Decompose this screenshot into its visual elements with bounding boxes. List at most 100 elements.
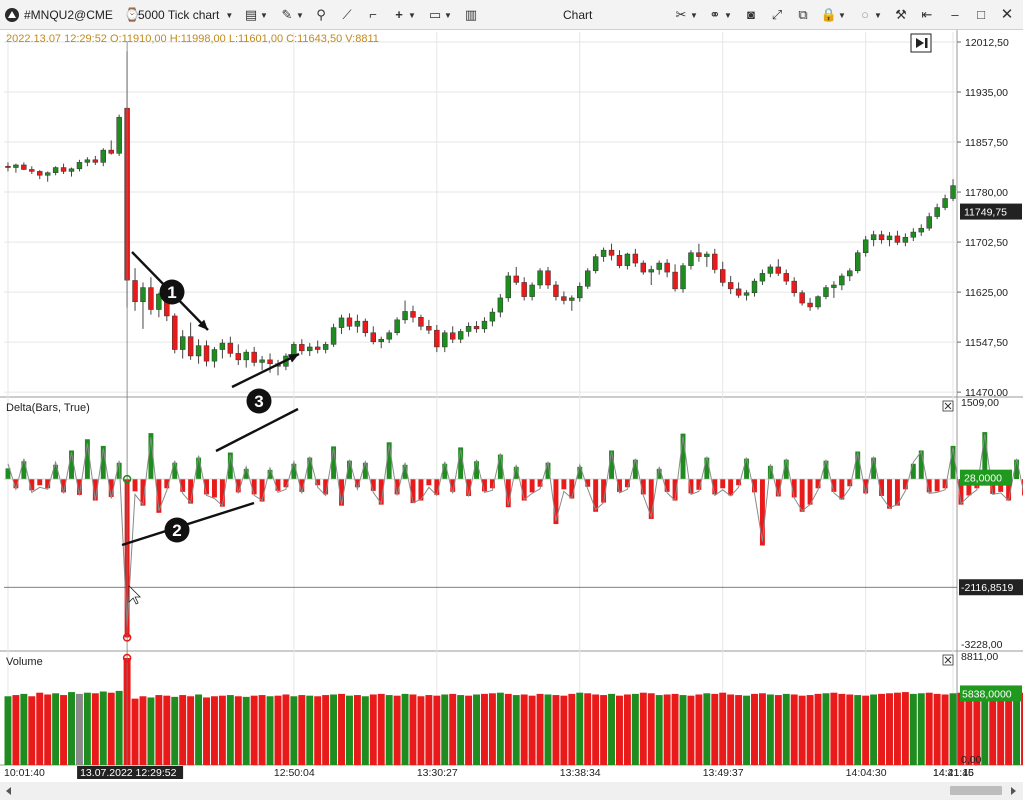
time-tick-label: 10:01:40 bbox=[4, 767, 45, 779]
candle-body bbox=[569, 298, 574, 301]
candle-body bbox=[442, 333, 447, 347]
timeframe-selector[interactable]: ⌚ 5000 Tick chart ▼ bbox=[124, 0, 233, 30]
link-button[interactable]: ⚭▼ bbox=[706, 0, 732, 30]
color-button[interactable]: ○▼ bbox=[856, 0, 882, 30]
volume-bar bbox=[727, 694, 734, 765]
time-tick-label: 14:41:16 bbox=[933, 767, 974, 779]
volume-bar bbox=[163, 696, 170, 765]
candle-body bbox=[601, 250, 606, 256]
chart-canvas[interactable]: 12012,5011935,0011857,5011780,0011702,50… bbox=[0, 30, 1023, 800]
columns-button[interactable]: ▥ bbox=[462, 0, 480, 30]
volume-bar bbox=[481, 694, 488, 765]
crosshair-button[interactable]: +▼ bbox=[390, 0, 416, 30]
volume-bar bbox=[878, 694, 885, 765]
annotation-number: 2 bbox=[172, 521, 181, 540]
fullscreen-button[interactable]: ⤢ bbox=[768, 0, 786, 30]
candle-body bbox=[363, 321, 368, 333]
volume-bar bbox=[695, 694, 702, 765]
candle-body bbox=[133, 280, 138, 301]
volume-bar bbox=[950, 693, 957, 765]
time-tick-label: 14:04:30 bbox=[846, 767, 887, 779]
pin-button[interactable]: ⇤ bbox=[918, 0, 936, 30]
window-title: Chart bbox=[563, 0, 592, 30]
candle-body bbox=[426, 326, 431, 330]
candle-body bbox=[887, 236, 892, 240]
templates-button[interactable]: ⌐ bbox=[364, 0, 382, 30]
delta-bar bbox=[720, 479, 725, 488]
pin-icon: ⇤ bbox=[918, 0, 936, 30]
volume-bar bbox=[854, 695, 861, 765]
clone-button[interactable]: ⧉ bbox=[794, 0, 812, 30]
volume-bar bbox=[433, 696, 440, 765]
delta-bar bbox=[260, 479, 265, 501]
volume-bar bbox=[830, 693, 837, 765]
zoom-button[interactable]: ⚲ bbox=[312, 0, 330, 30]
close-button[interactable]: ✕ bbox=[998, 0, 1016, 30]
candle-body bbox=[863, 240, 868, 253]
volume-bar bbox=[1005, 691, 1012, 765]
screenshot-button[interactable]: ◙ bbox=[742, 0, 760, 30]
candle-body bbox=[180, 337, 185, 350]
volume-bar bbox=[251, 696, 258, 765]
candle-body bbox=[418, 317, 423, 326]
delta-panel-close-button[interactable] bbox=[943, 401, 953, 411]
scroll-to-end-button[interactable] bbox=[911, 34, 931, 52]
volume-bar bbox=[330, 694, 337, 765]
minimize-button[interactable]: – bbox=[946, 0, 964, 30]
volume-bar bbox=[656, 695, 663, 765]
volume-bar bbox=[410, 694, 417, 765]
draw-button[interactable]: ✎▼ bbox=[278, 0, 304, 30]
volume-bar bbox=[449, 694, 456, 765]
volume-panel-close-button[interactable] bbox=[943, 655, 953, 665]
wrench-icon: ⚒ bbox=[892, 0, 910, 30]
candle-body bbox=[847, 271, 852, 276]
app-logo[interactable] bbox=[4, 0, 20, 30]
delta-bar bbox=[530, 479, 535, 492]
volume-bar bbox=[576, 693, 583, 765]
candle-body bbox=[371, 333, 376, 342]
volume-bar bbox=[687, 696, 694, 765]
candle-body bbox=[331, 328, 336, 345]
lock-button[interactable]: 🔒▼ bbox=[820, 0, 846, 30]
volume-bar bbox=[92, 693, 99, 765]
symbol-selector[interactable]: #MNQU2@CME bbox=[24, 0, 113, 30]
delta-bar bbox=[871, 458, 876, 479]
volume-bar bbox=[100, 691, 107, 765]
indicators-button[interactable]: ⟋ bbox=[338, 0, 356, 30]
price-tick-label: 11625,00 bbox=[965, 287, 1008, 299]
volume-bar bbox=[211, 696, 218, 765]
layout-button[interactable]: ▭▼ bbox=[426, 0, 452, 30]
volume-bar bbox=[465, 696, 472, 765]
volume-bar bbox=[719, 693, 726, 765]
delta-bar bbox=[887, 479, 892, 509]
volume-bar bbox=[815, 694, 822, 765]
delta-bar bbox=[561, 479, 566, 489]
volume-bar bbox=[362, 696, 369, 765]
candle bbox=[585, 268, 590, 289]
tools-button[interactable]: ✂▼ bbox=[672, 0, 698, 30]
settings-button[interactable]: ⚒ bbox=[892, 0, 910, 30]
volume-bar bbox=[926, 693, 933, 765]
price-tick-label: 11702,50 bbox=[965, 237, 1008, 249]
chart-type-button[interactable]: ▤▼ bbox=[242, 0, 268, 30]
candle-body bbox=[53, 168, 58, 173]
chart-toolbar: #MNQU2@CME ⌚ 5000 Tick chart ▼ ▤▼ ✎▼ ⚲ ⟋… bbox=[0, 0, 1023, 30]
candle-body bbox=[903, 237, 908, 242]
chevron-down-icon: ▼ bbox=[408, 11, 416, 20]
volume-bar bbox=[783, 694, 790, 765]
volume-bar bbox=[227, 695, 234, 765]
horizontal-scrollbar[interactable] bbox=[0, 782, 1023, 800]
candle-body bbox=[625, 254, 630, 266]
annotation-badge: 2 bbox=[165, 518, 190, 543]
maximize-button[interactable]: □ bbox=[972, 0, 990, 30]
volume-bar bbox=[60, 695, 67, 765]
candle-body bbox=[665, 263, 670, 272]
candle-body bbox=[585, 271, 590, 286]
expand-icon: ⤢ bbox=[768, 0, 786, 30]
candle-body bbox=[704, 254, 709, 257]
volume-bar bbox=[807, 695, 814, 765]
volume-bar bbox=[918, 693, 925, 765]
candle-body bbox=[395, 320, 400, 333]
candle-body bbox=[434, 330, 439, 347]
